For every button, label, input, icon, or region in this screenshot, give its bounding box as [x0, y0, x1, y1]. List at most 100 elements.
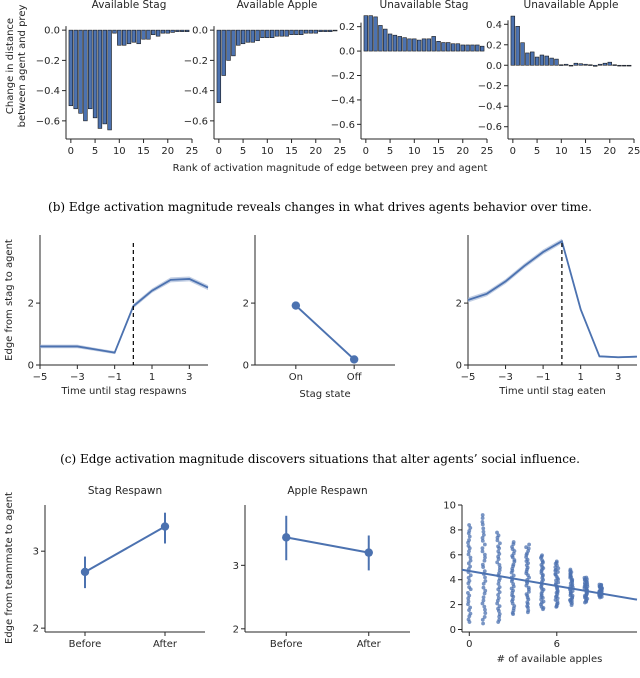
c2-y-tick-label: 3	[233, 561, 239, 572]
b3-y-tick-label: 0	[456, 361, 462, 372]
c3-point	[496, 533, 501, 538]
c3-xlabel: # of available apples	[497, 654, 603, 665]
c3-point	[524, 545, 529, 550]
a1-bar	[68, 29, 74, 107]
c3-fit-line	[461, 568, 638, 601]
c3-point	[482, 604, 487, 609]
a2-bar	[303, 29, 309, 34]
a1-y-tick-label: −0.4	[36, 86, 60, 97]
c3-point	[497, 612, 502, 616]
a3-bar	[368, 15, 373, 52]
c3-point	[495, 560, 500, 565]
a3-bar	[421, 38, 427, 52]
a4-y-tick-label: 0.0	[486, 61, 502, 72]
a1-bar	[160, 29, 166, 34]
a3-bar	[465, 44, 470, 52]
c3-point	[496, 593, 500, 597]
a3-bar	[475, 44, 480, 52]
c3-point	[482, 591, 487, 596]
c3-point	[467, 579, 472, 583]
c3-point	[527, 542, 532, 547]
c3-point	[483, 575, 487, 580]
c3-point	[480, 617, 485, 622]
a2-bar	[236, 29, 241, 46]
b1-x-tick-label: −3	[70, 372, 85, 383]
a3-bar	[441, 42, 446, 52]
c3-point	[497, 617, 502, 622]
a2-y-tick-label: −0.6	[184, 116, 208, 127]
a4-y-tick-label: 0.2	[486, 40, 502, 51]
c3-point	[481, 585, 486, 590]
a4-bar	[520, 42, 525, 66]
c2-point	[282, 533, 291, 542]
c3-point	[482, 542, 487, 547]
c1-point	[80, 567, 90, 577]
c3-point	[496, 581, 501, 586]
a2-x-tick-label: 10	[261, 146, 274, 157]
a1-bar	[155, 29, 161, 37]
a2-bar	[255, 29, 260, 42]
a2-bar	[260, 29, 265, 39]
b2-xlabel: Stag state	[299, 389, 350, 400]
b2-x-tick-label: Off	[347, 372, 363, 383]
c3-point	[483, 555, 487, 560]
a1-bar	[107, 29, 112, 131]
c3-point	[584, 575, 589, 580]
a2-bar	[313, 29, 318, 34]
c3-point	[498, 565, 502, 570]
c3-point	[482, 558, 487, 563]
a4-y-tick-label: −0.4	[478, 102, 502, 113]
b1-x-tick-label: −5	[33, 372, 48, 383]
caption-c: (c) Edge activation magnitude discovers …	[60, 452, 580, 466]
b2-point	[291, 301, 301, 310]
a3-bar	[470, 44, 475, 52]
caption-b: (b) Edge activation magnitude reveals ch…	[48, 200, 592, 214]
a4-bar	[568, 64, 574, 67]
c1-point	[160, 522, 170, 531]
c3-point	[497, 585, 502, 590]
c2-x-tick-label: After	[357, 639, 382, 650]
a4-bar	[525, 52, 530, 66]
a4-bar	[593, 64, 598, 67]
a4-bar	[607, 61, 612, 66]
c3-y-tick-label: 4	[450, 575, 456, 586]
a4-bar	[597, 63, 603, 66]
c3-point	[467, 523, 472, 527]
a3-x-tick-label: 25	[481, 146, 494, 157]
c1-ylabel: Edge from teammate to agent	[4, 492, 15, 644]
c3-point	[467, 585, 472, 590]
b1-ylabel: Edge from stag to agent	[4, 239, 15, 361]
a2-x-tick-label: 25	[334, 146, 347, 157]
a4-bar	[588, 64, 593, 66]
a3-bar	[460, 44, 465, 52]
a3-x-tick-label: 15	[432, 146, 445, 157]
c3-point	[468, 558, 473, 563]
a4-bar	[530, 51, 535, 66]
a1-bar	[88, 29, 93, 110]
b1-x-tick-label: −1	[107, 372, 122, 383]
c3-point	[467, 528, 472, 533]
c1-y-tick-label: 2	[33, 624, 39, 635]
a2-bar	[328, 29, 333, 32]
b2-y-tick-label: 2	[243, 299, 249, 310]
c2-point	[364, 548, 373, 557]
a2-y-tick-label: −0.4	[184, 86, 208, 97]
c2-y-tick-label: 2	[233, 624, 239, 635]
b1-ci-band	[40, 276, 208, 355]
c3-point	[480, 516, 485, 521]
a4-bar	[534, 56, 540, 66]
a4-bar	[578, 63, 583, 66]
a1-bar	[102, 29, 107, 125]
c3-point	[481, 581, 486, 586]
a1-bar	[151, 29, 156, 35]
a3-y-tick-label: 0.0	[339, 47, 355, 58]
a3-y-tick-label: 0.2	[339, 22, 355, 33]
a1-bar	[112, 29, 117, 34]
c3-point	[526, 608, 531, 613]
a1-bar	[184, 29, 190, 32]
a4-bar	[554, 58, 559, 66]
a3-bar	[397, 36, 402, 52]
b3-y-tick-label: 2	[456, 299, 462, 310]
a2-bar	[323, 29, 328, 32]
